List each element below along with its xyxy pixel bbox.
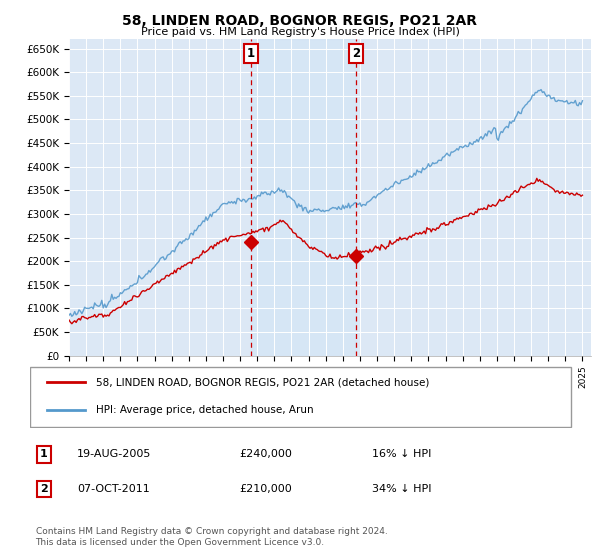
Text: 16% ↓ HPI: 16% ↓ HPI xyxy=(372,449,431,459)
Text: HPI: Average price, detached house, Arun: HPI: Average price, detached house, Arun xyxy=(96,405,314,416)
Text: 19-AUG-2005: 19-AUG-2005 xyxy=(77,449,151,459)
Text: 1: 1 xyxy=(247,47,255,60)
Text: Price paid vs. HM Land Registry's House Price Index (HPI): Price paid vs. HM Land Registry's House … xyxy=(140,27,460,37)
Text: 58, LINDEN ROAD, BOGNOR REGIS, PO21 2AR (detached house): 58, LINDEN ROAD, BOGNOR REGIS, PO21 2AR … xyxy=(96,377,430,387)
Text: Contains HM Land Registry data © Crown copyright and database right 2024.
This d: Contains HM Land Registry data © Crown c… xyxy=(35,527,387,547)
Text: £210,000: £210,000 xyxy=(240,484,293,494)
Text: £240,000: £240,000 xyxy=(240,449,293,459)
Text: 2: 2 xyxy=(40,484,47,494)
FancyBboxPatch shape xyxy=(30,367,571,427)
Text: 1: 1 xyxy=(40,449,47,459)
Text: 58, LINDEN ROAD, BOGNOR REGIS, PO21 2AR: 58, LINDEN ROAD, BOGNOR REGIS, PO21 2AR xyxy=(122,14,478,28)
Text: 07-OCT-2011: 07-OCT-2011 xyxy=(77,484,149,494)
Text: 2: 2 xyxy=(352,47,360,60)
Bar xyxy=(251,39,356,356)
Text: 34% ↓ HPI: 34% ↓ HPI xyxy=(372,484,432,494)
